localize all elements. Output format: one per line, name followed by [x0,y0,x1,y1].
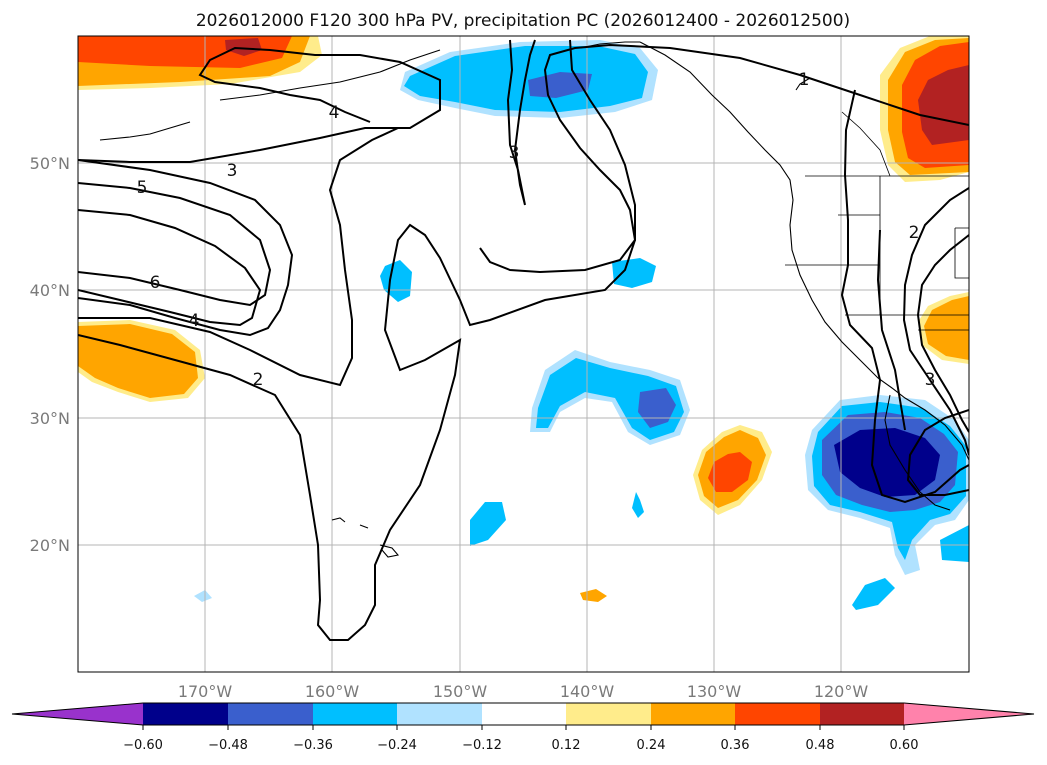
colorbar-tick-label: 0.60 [890,738,919,753]
colorbar-segment [482,703,566,725]
political-borders [785,111,969,331]
longitude-label: 140°W [560,682,615,701]
contour-label: 2 [253,370,264,390]
longitude-label: 130°W [687,682,742,701]
latitude-label: 50°N [30,154,70,173]
longitude-label: 160°W [305,682,360,701]
contour-2 [78,43,969,641]
colorbar-segment [735,703,820,725]
latitude-labels: 50°N 40°N 30°N 20°N [30,154,70,555]
colorbar-tick-label: 0.36 [721,738,750,753]
longitude-label: 120°W [814,682,869,701]
contour-4 [78,127,399,387]
colorbar-tick-label: −0.48 [208,738,248,753]
hawaii-islands [331,517,400,558]
colorbar-tick-label: −0.36 [293,738,333,753]
colorbar-extend-low [12,703,143,725]
contour-5 [78,159,294,337]
alaska-canada-border [841,111,891,177]
colorbar-segment [651,703,735,725]
positive-core-ne [918,65,969,145]
colorbar-tick-label: −0.12 [462,738,502,753]
colorbar-tick-label: 0.48 [806,738,835,753]
contour-2-inner [876,229,906,431]
contour-3-southeast [906,409,969,496]
aleutian-west [99,121,191,141]
negative-speck-5 [852,578,895,610]
colorbar-tick-label: −0.24 [377,738,417,753]
positive-area-east-mid [924,296,969,360]
colorbar-segment [313,703,397,725]
colorbar-segment [566,703,651,725]
negative-speck-4 [632,492,644,518]
contour-3-mid [506,39,536,206]
figure-title: 2026012000 F120 300 hPa PV, precipitatio… [196,11,850,31]
contour-label: 4 [189,311,200,331]
contour-label: 6 [150,273,161,293]
north-america-coast [639,41,969,461]
contour-6 [78,182,272,307]
contour-labels: 1 2 2 3 3 3 4 4 5 6 [137,70,936,390]
colorbar-tick-label: 0.12 [552,738,581,753]
positive-core-nw [225,38,262,56]
negative-core-southeast [834,428,940,497]
contour-label: 5 [137,178,148,198]
graticule [78,36,969,672]
contour-label: 2 [909,223,920,243]
coastal-island [795,77,811,91]
latitude-label: 40°N [30,281,70,300]
colorbar-tick-label: −0.60 [123,738,163,753]
longitude-labels: 170°W 160°W 150°W 140°W 130°W 120°W [178,682,869,701]
latitude-label: 30°N [30,409,70,428]
contour-2-east [902,187,969,456]
contour-3-north [78,46,441,163]
negative-speck-7 [194,590,212,602]
negative-speck-6 [940,525,969,562]
contour-label: 3 [227,161,238,181]
state-borders-east [918,227,969,331]
state-borders [785,176,969,316]
colorbar-segment [820,703,904,725]
contour-label: 3 [509,143,520,163]
colorbar-segment [397,703,482,725]
contour-6-inner [78,209,262,327]
colorbar-segment [143,703,228,725]
contour-label: 1 [799,70,810,90]
coastlines [99,41,969,558]
contour-1 [840,89,969,504]
map-panel: 1 2 2 3 3 3 4 4 5 6 [78,36,969,672]
longitude-label: 150°W [433,682,488,701]
precipitation-shading [78,36,969,610]
baja-california-coast [884,394,951,511]
longitude-label: 170°W [178,682,233,701]
contour-label: 3 [925,370,936,390]
positive-area-nw-strong [78,36,292,68]
positive-area-central-strong [708,452,752,492]
contour-label: 4 [329,103,340,123]
map-frame [77,35,970,673]
aleutian-islands [219,49,441,101]
contour-3-east [916,234,969,433]
colorbar-tick-label: 0.24 [637,738,666,753]
negative-speck-3 [470,502,506,546]
negative-speck-2 [612,258,656,288]
latitude-label: 20°N [30,536,70,555]
pv-contours [78,39,969,641]
colorbar: −0.60 −0.48 −0.36 −0.24 −0.12 0.12 0.24 … [11,702,1035,753]
colorbar-ticks [142,725,905,730]
colorbar-segment [228,703,313,725]
contour-3-loop [479,39,636,274]
colorbar-extend-high [904,703,1034,725]
